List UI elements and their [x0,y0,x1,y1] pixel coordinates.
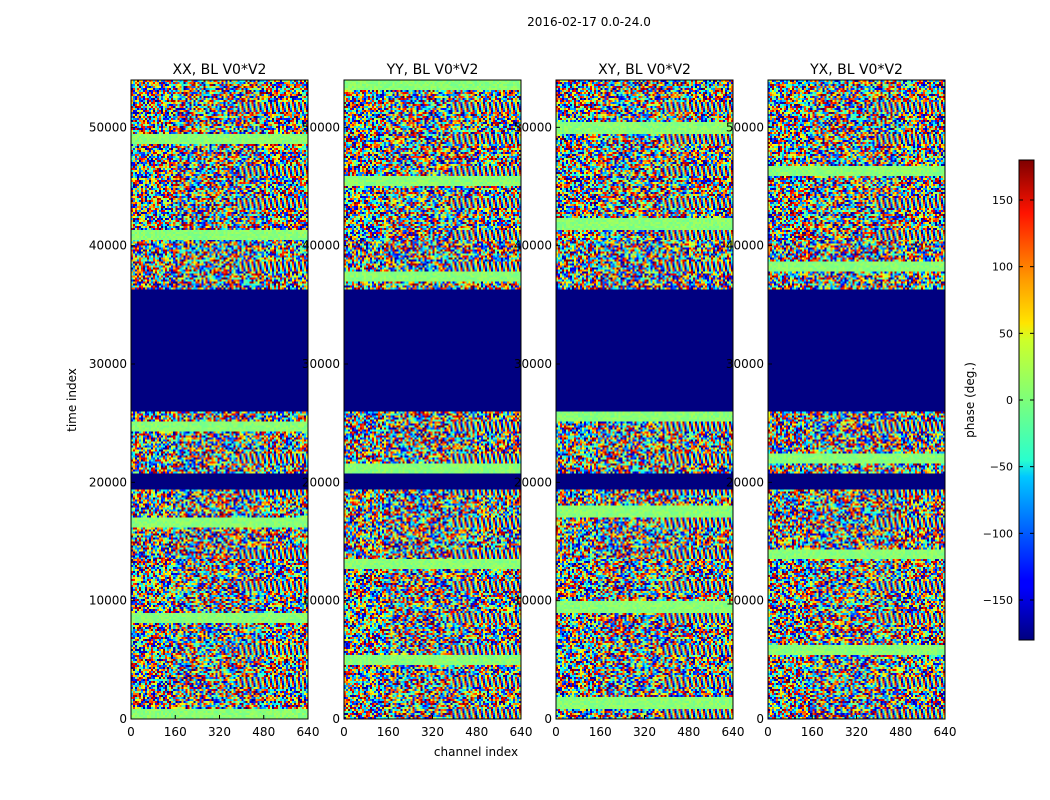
x-tick-label: 160 [589,725,612,739]
y-tick-label: 10000 [302,594,340,608]
phase-heatmap [344,80,521,719]
x-tick-label: 160 [164,725,187,739]
phase-heatmap [131,80,308,719]
y-tick-label: 0 [544,712,552,726]
x-tick-label: 640 [510,725,533,739]
colorbar-tick-label: −150 [983,594,1013,607]
x-tick-label: 480 [465,725,488,739]
x-tick-label: 640 [297,725,320,739]
colorbar-tick-label: −100 [983,527,1013,540]
x-tick-label: 160 [377,725,400,739]
panel-xy: XY, BL V0*V2 0 160 320 480 640 0 10000 20000 3000… [514,62,745,739]
x-tick-label: 320 [633,725,656,739]
panel-title: XX, BL V0*V2 [173,62,267,78]
colorbar-tick-label: −50 [990,461,1013,474]
y-tick-label: 30000 [302,357,340,371]
panels-group: XX, BL V0*V2 0 160 320 480 640 0 10000 20000 3000… [89,62,957,739]
phase-heatmap-canvas [344,80,521,719]
y-tick-label: 50000 [726,120,764,134]
y-tick-label: 40000 [89,239,127,253]
x-tick-label: 0 [764,725,772,739]
x-tick-label: 480 [677,725,700,739]
y-tick-label: 10000 [89,594,127,608]
phase-heatmap-canvas [556,80,733,719]
colorbar-tick-label: 0 [1006,394,1013,407]
x-tick-label: 160 [801,725,824,739]
panel-yy: YY, BL V0*V2 0 160 320 480 640 0 10000 20000 3000… [302,62,533,739]
y-tick-label: 20000 [302,475,340,489]
y-tick-label: 50000 [89,120,127,134]
phase-heatmap-canvas [768,80,945,719]
phase-heatmap [556,80,733,719]
y-tick-label: 10000 [726,594,764,608]
x-tick-label: 320 [845,725,868,739]
x-tick-label: 0 [127,725,135,739]
y-tick-label: 0 [756,712,764,726]
x-tick-label: 0 [340,725,348,739]
y-tick-label: 40000 [726,239,764,253]
colorbar-tick-label: 150 [992,194,1013,207]
y-tick-label: 20000 [726,475,764,489]
y-tick-label: 20000 [514,475,552,489]
y-axis-label: time index [65,368,79,432]
panel-title: XY, BL V0*V2 [598,62,691,78]
colorbar-tick-label: 100 [992,261,1013,274]
x-tick-label: 640 [722,725,745,739]
x-tick-label: 640 [934,725,957,739]
panel-xx: XX, BL V0*V2 0 160 320 480 640 0 10000 20000 3000… [89,62,320,739]
figure-suptitle: 2016-02-17 0.0-24.0 [527,15,651,29]
phase-heatmap-canvas [131,80,308,719]
panel-yx: YX, BL V0*V2 0 160 320 480 640 0 10000 20000 3000… [726,62,957,739]
y-tick-label: 30000 [89,357,127,371]
panel-title: YY, BL V0*V2 [386,62,479,78]
colorbar: 150 100 50 0 −50 −100 −150 phase (deg.) [963,159,1035,641]
y-tick-label: 50000 [514,120,552,134]
y-tick-label: 0 [119,712,127,726]
x-tick-label: 480 [889,725,912,739]
phase-heatmap [768,80,945,719]
y-tick-label: 10000 [514,594,552,608]
y-tick-label: 30000 [726,357,764,371]
y-tick-label: 0 [332,712,340,726]
y-tick-label: 50000 [302,120,340,134]
x-tick-label: 480 [252,725,275,739]
colorbar-label: phase (deg.) [963,362,977,438]
colorbar-tick-label: 50 [999,327,1013,340]
panel-title: YX, BL V0*V2 [809,62,903,78]
colorbar-ticks: 150 100 50 0 −50 −100 −150 [983,194,1034,607]
x-tick-label: 0 [552,725,560,739]
y-tick-label: 40000 [302,239,340,253]
y-tick-label: 40000 [514,239,552,253]
y-tick-label: 30000 [514,357,552,371]
x-axis-label: channel index [434,745,518,759]
x-tick-label: 320 [421,725,444,739]
x-tick-label: 320 [208,725,231,739]
y-tick-label: 20000 [89,475,127,489]
